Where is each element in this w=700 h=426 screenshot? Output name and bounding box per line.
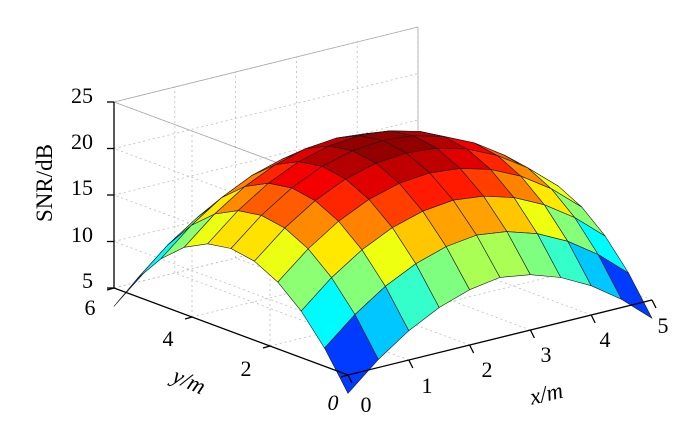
- y-tick-label: 2: [241, 356, 252, 381]
- floor-gridline: [235, 257, 470, 346]
- floor-gridline: [357, 227, 592, 316]
- x-axis-tick: [347, 374, 353, 384]
- x-axis-tick: [469, 344, 475, 354]
- x-tick-label: 0: [361, 392, 372, 417]
- y-axis-label: y/m: [167, 362, 209, 399]
- x-axis-tick: [408, 359, 414, 369]
- y-tick-label: 6: [85, 295, 96, 320]
- y-axis-tick: [184, 316, 193, 320]
- z-tick-label: 10: [71, 222, 93, 247]
- y-tick-label: 4: [163, 326, 174, 351]
- z-ticks: 5 10 15 20 25: [71, 83, 93, 293]
- z-tick-label: 15: [71, 175, 93, 200]
- z-tick-label: 25: [71, 83, 93, 108]
- x-tick-label: 3: [541, 342, 552, 367]
- y-axis-tick: [262, 345, 271, 349]
- x-axis-tick: [529, 329, 535, 339]
- x-tick-label: 2: [482, 357, 493, 382]
- y-tick-label: 0: [328, 390, 339, 415]
- surface-cell: [597, 254, 653, 319]
- z-tick-label: 20: [71, 129, 93, 154]
- back-wall-gridline: [113, 119, 419, 196]
- x-axis-tick: [651, 299, 657, 309]
- x-tick-label: 4: [600, 327, 611, 352]
- z-axis-label: SNR/dB: [32, 144, 57, 222]
- box-edge: [113, 26, 419, 103]
- x-axis-label: x/m: [526, 378, 565, 410]
- x-tick-label: 5: [658, 313, 669, 338]
- x-axis-tick: [590, 314, 596, 324]
- surface-layer: [113, 130, 653, 394]
- y-axis-tick: [340, 374, 349, 378]
- z-tick-label: 5: [82, 268, 93, 293]
- x-tick-label: 1: [422, 373, 433, 398]
- back-wall-gridline: [113, 73, 419, 149]
- floor-gridline: [296, 242, 531, 331]
- y-axis-line: [113, 287, 349, 376]
- y-ticks: 0 2 4 6: [85, 295, 339, 415]
- x-axis-line: [347, 299, 653, 376]
- x-ticks: 0 1 2 3 4 5: [361, 313, 669, 417]
- axis-layer: [106, 101, 657, 384]
